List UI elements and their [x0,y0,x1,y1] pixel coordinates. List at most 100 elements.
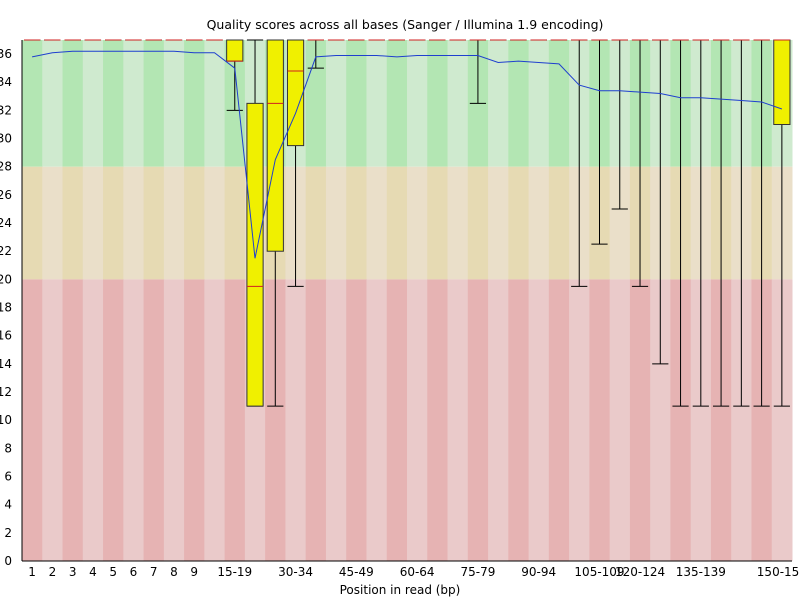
zone-poor-band [143,279,165,561]
zone-reasonable-band [42,166,64,280]
zone-good-band [366,40,388,167]
x-tick-label: 15-19 [217,565,252,579]
y-tick-label: 18 [0,301,12,315]
zone-poor-band [488,279,509,561]
x-tick-label: 135-139 [676,565,726,579]
y-tick-label: 32 [0,103,12,117]
zone-poor-band [22,279,43,561]
zone-poor-band [690,279,712,561]
zone-reasonable-band [163,166,185,280]
zone-reasonable-band [609,166,631,280]
chart-title: Quality scores across all bases (Sanger … [207,17,604,32]
y-tick-label: 8 [4,441,12,455]
zone-good-band [62,40,84,167]
iqr-box [773,39,791,125]
mean-quality-line [31,50,783,259]
y-tick-label: 26 [0,188,12,202]
zone-reasonable-band [488,166,509,280]
zone-good-band [325,40,347,167]
zone-poor-band [184,279,205,561]
zone-good-band [386,40,408,167]
zone-reasonable-band [508,166,530,280]
iqr-box [286,39,305,147]
box-plot [266,39,284,407]
zone-poor-band [42,279,64,561]
box-plot [286,39,305,287]
zone-poor-band [771,279,793,561]
zone-poor-band [447,279,469,561]
y-tick-label: 22 [0,244,12,258]
y-tick-label: 30 [0,132,12,146]
zone-poor-band [650,279,671,561]
zone-good-band [204,40,226,167]
box-plot [733,39,750,407]
x-tick-label: 75-79 [460,565,495,579]
zone-good-band [103,40,124,167]
zone-reasonable-band [184,166,205,280]
iqr-box [266,39,284,252]
x-axis-ticks: 1 2 3 4 5 6 7 8 9 15-19 30-34 45-49 60-64 75-79 90-94 1… [28,565,800,579]
zone-good-band [508,40,530,167]
box-plot [591,39,608,245]
zone-poor-band [224,279,246,561]
zone-good-band [447,40,469,167]
box-plot [469,39,487,104]
zone-poor-band [366,279,388,561]
zone-reasonable-band [143,166,165,280]
y-tick-label: 24 [0,216,12,230]
zone-poor-band [386,279,408,561]
x-tick-label: 4 [89,565,97,579]
zone-poor-band [163,279,185,561]
y-tick-label: 36 [0,47,12,61]
x-tick-label: 120-124 [615,565,665,579]
zone-reasonable-band [447,166,469,280]
zone-poor-band [62,279,84,561]
y-tick-label: 20 [0,272,12,286]
x-tick-label: 2 [49,565,57,579]
x-tick-label: 8 [170,565,178,579]
y-tick-label: 34 [0,75,12,89]
zone-poor-band [548,279,570,561]
zone-reasonable-band [407,166,428,280]
zone-good-band [488,40,509,167]
zone-reasonable-band [204,166,226,280]
zone-reasonable-band [325,166,347,280]
y-tick-label: 16 [0,329,12,343]
zone-reasonable-band [467,166,489,280]
zone-good-band [123,40,145,167]
zone-reasonable-band [427,166,449,280]
zone-poor-band [528,279,550,561]
zone-reasonable-band [528,166,550,280]
x-tick-label: 1 [28,565,36,579]
y-tick-label: 0 [4,554,12,568]
y-tick-label: 28 [0,160,12,174]
zone-poor-band [670,279,692,561]
zone-reasonable-band [224,166,246,280]
zone-good-band [184,40,205,167]
zone-poor-band [82,279,104,561]
zone-poor-band [265,279,286,561]
zone-reasonable-band [386,166,408,280]
zone-good-band [82,40,104,167]
x-tick-label: 3 [69,565,77,579]
quality-zones [22,40,793,561]
zone-poor-band [710,279,732,561]
zone-reasonable-band [22,166,43,280]
zone-good-band [143,40,165,167]
iqr-box [226,39,244,62]
box-plot [631,39,649,287]
box-plot [692,39,709,407]
x-tick-label: 60-64 [400,565,435,579]
zone-reasonable-band [82,166,104,280]
zone-poor-band [629,279,651,561]
zone-good-band [427,40,449,167]
zone-poor-band [103,279,124,561]
zone-good-band [22,40,43,167]
zone-poor-band [609,279,631,561]
y-tick-label: 4 [4,498,12,512]
zone-poor-band [305,279,327,561]
box-plot [226,39,244,111]
box-plot [672,39,689,407]
zone-good-band [407,40,428,167]
zone-poor-band [204,279,226,561]
